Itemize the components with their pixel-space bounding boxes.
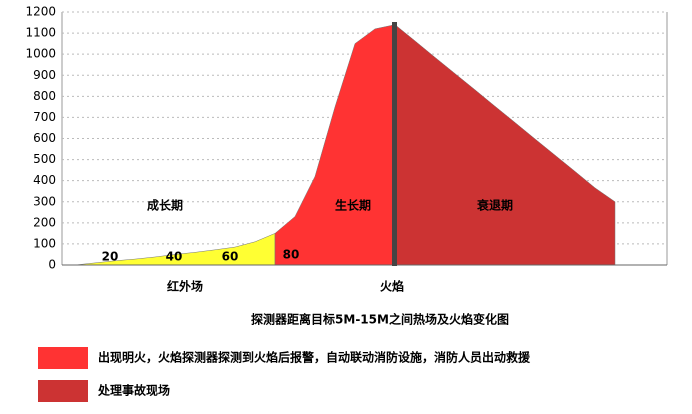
y-tick-label: 300: [33, 194, 56, 208]
y-tick-label: 900: [33, 68, 56, 82]
y-tick-label: 800: [33, 89, 56, 103]
legend-label: 处理事故现场: [97, 383, 170, 398]
legend-label: 出现明火，火焰探测器探测到火焰后报警，自动联动消防设施，消防人员出动救援: [98, 350, 531, 365]
y-tick-label: 700: [33, 110, 56, 124]
chart-title: 探测器距离目标5M-15M之间热场及火焰变化图: [251, 312, 509, 327]
y-tick-label: 200: [33, 215, 56, 229]
zone-label: 火焰: [380, 279, 404, 294]
flame-marker: [392, 22, 397, 266]
y-tick-label: 1000: [25, 47, 56, 61]
y-tick-label: 1200: [25, 5, 56, 19]
area: [274, 24, 396, 266]
y-tick-label: 100: [33, 236, 56, 250]
legend-swatch: [38, 380, 88, 402]
phase-label: 成长期: [147, 198, 183, 213]
phase-label: 衰退期: [476, 198, 513, 213]
y-tick-label: 600: [33, 131, 56, 145]
zone-label: 红外场: [167, 279, 203, 294]
y-tick-label: 500: [33, 152, 56, 166]
phase-label: 生长期: [335, 198, 371, 213]
area: [394, 24, 616, 266]
point-label: 20: [102, 250, 119, 264]
legend-swatch: [38, 347, 88, 369]
y-tick-label: 1100: [25, 26, 56, 40]
y-tick-label: 400: [33, 173, 56, 187]
point-label: 80: [283, 248, 300, 262]
point-label: 60: [222, 250, 239, 264]
point-label: 40: [166, 250, 183, 264]
y-tick-label: 0: [48, 258, 56, 272]
